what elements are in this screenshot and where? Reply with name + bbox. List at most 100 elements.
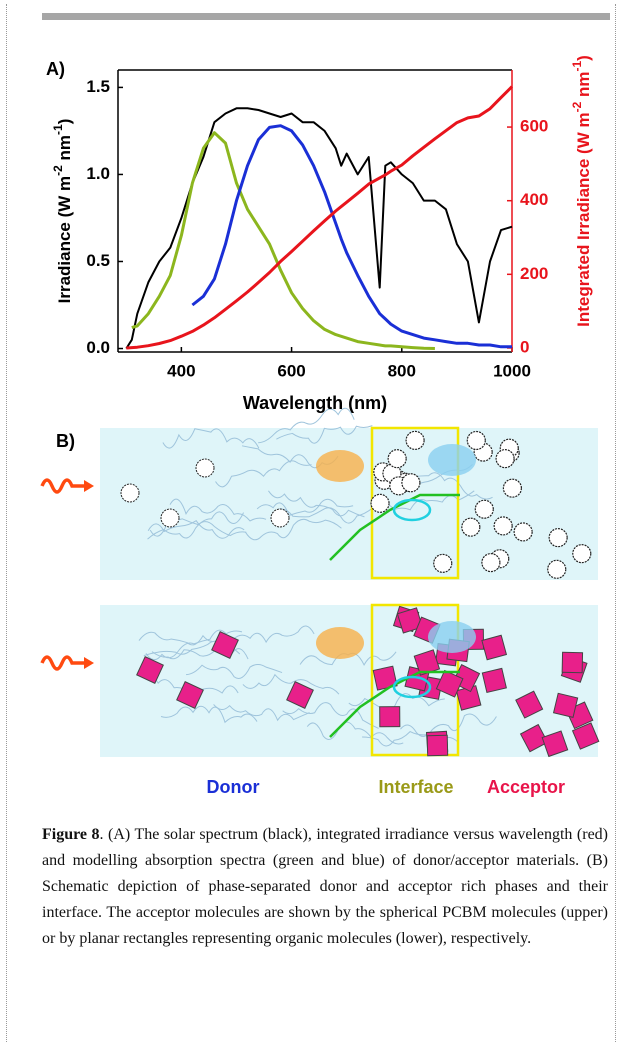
light-arrowhead (84, 480, 94, 492)
planar-molecule (176, 681, 204, 709)
polymer-chain (400, 713, 497, 737)
planar-molecule (515, 690, 544, 719)
pcbm-molecule (572, 544, 592, 564)
x-tick-label: 400 (167, 361, 195, 380)
pcbm-molecule (370, 493, 390, 513)
polymer-chain (147, 519, 245, 539)
pcbm-molecule (474, 499, 494, 519)
planar-molecule (541, 730, 569, 758)
exciton (428, 444, 476, 476)
axis-label-part: -1 (570, 61, 584, 72)
polymer-chain (268, 490, 365, 518)
pcbm-molecule (513, 522, 533, 542)
planar-molecule (435, 669, 464, 698)
pcbm-molecule (195, 458, 215, 478)
planar-molecule (519, 723, 549, 753)
axis-label-part: Irradiance (W m (55, 176, 74, 304)
pcbm-molecule (120, 483, 140, 503)
caption-label: Figure 8 (42, 826, 100, 843)
polymer-chain (162, 428, 260, 449)
light-arrowhead (84, 657, 94, 669)
exciton (428, 621, 476, 653)
pcbm-molecule (160, 508, 180, 528)
exciton (316, 450, 364, 482)
donor-label: Donor (207, 777, 260, 797)
planar-molecule (561, 651, 584, 674)
planar-molecule (379, 706, 401, 728)
polymer-chain (258, 407, 355, 444)
axis-label: Irradiance (W m-2 nm-1) (51, 119, 74, 304)
exciton (316, 627, 364, 659)
schematic (40, 407, 600, 758)
planar-molecule (136, 656, 164, 684)
charge-pair (392, 675, 432, 699)
planar-molecule (571, 722, 600, 750)
charge-path (329, 493, 460, 561)
pcbm-molecule (493, 516, 513, 536)
pcbm-molecule (461, 517, 481, 537)
upper-film (100, 428, 598, 580)
polymer-chain (242, 673, 340, 695)
polymer-chain (348, 693, 445, 714)
top-rule (42, 13, 610, 20)
planar-molecule (396, 607, 424, 634)
axis-label-part: nm (55, 135, 74, 165)
y-tick-label: 1.5 (86, 77, 110, 96)
panel-label: A) (46, 59, 65, 79)
light-arrow (40, 478, 84, 494)
axis-label-part: -2 (570, 101, 584, 112)
planar-molecule (481, 634, 508, 661)
polymer-chain (306, 721, 404, 745)
pcbm-molecule (495, 449, 515, 469)
acceptor-label: Acceptor (487, 777, 565, 797)
axis-label-part: ) (55, 119, 74, 125)
pcbm-molecule (481, 553, 501, 573)
polymer-chain (160, 705, 258, 724)
panel-label: B) (56, 431, 75, 451)
polymer-chain (244, 518, 342, 541)
polymer-chain (213, 704, 310, 722)
series-line (126, 85, 514, 350)
interface-label: Interface (378, 777, 453, 797)
polymer-chain (215, 460, 312, 488)
pcbm-molecule (502, 478, 523, 498)
x-tick-label: 600 (277, 361, 305, 380)
pcbm-molecule (405, 430, 425, 450)
polymer-chain (276, 507, 374, 524)
figure: A) B) Donor Interface Acceptor 400 600 800… (40, 13, 610, 797)
polymer-chain (145, 629, 243, 661)
pcbm-molecule (466, 430, 486, 451)
y-tick-label: 0.0 (86, 338, 110, 357)
series-line (131, 131, 435, 350)
polymer-chain (186, 663, 283, 679)
pcbm-molecule (401, 473, 421, 493)
frame (6, 4, 616, 1042)
axis-label-part: Integrated Irradiance (W m (574, 112, 593, 326)
axis-label-part: ) (574, 55, 593, 61)
pcbm-molecule (387, 449, 407, 469)
polymer-chain (256, 498, 354, 516)
planar-molecule (286, 681, 314, 709)
x-tick-label: 800 (388, 361, 416, 380)
y2-tick-label: 600 (520, 117, 548, 136)
planar-molecule (552, 692, 579, 719)
y-tick-label: 0.5 (86, 251, 110, 270)
charge-path (329, 670, 460, 738)
x-axis-label: Wavelength (nm) (243, 393, 387, 413)
y2-tick-label: 200 (520, 264, 548, 283)
axis-label-part: -2 (51, 165, 65, 176)
caption-text: . (A) The solar spectrum (black), integr… (42, 826, 608, 947)
pcbm-molecule (548, 528, 568, 548)
pcbm-molecule (433, 553, 453, 573)
planar-molecule (211, 631, 239, 659)
series-line (191, 124, 512, 349)
pcbm-molecule (270, 508, 290, 528)
polymer-chain (169, 498, 267, 522)
light-arrow (40, 655, 84, 671)
series-line (125, 107, 513, 350)
y2-tick-label: 0 (520, 337, 529, 356)
charge-pair (392, 498, 432, 522)
polymer-chain (282, 702, 379, 729)
pcbm-molecule (547, 559, 567, 579)
